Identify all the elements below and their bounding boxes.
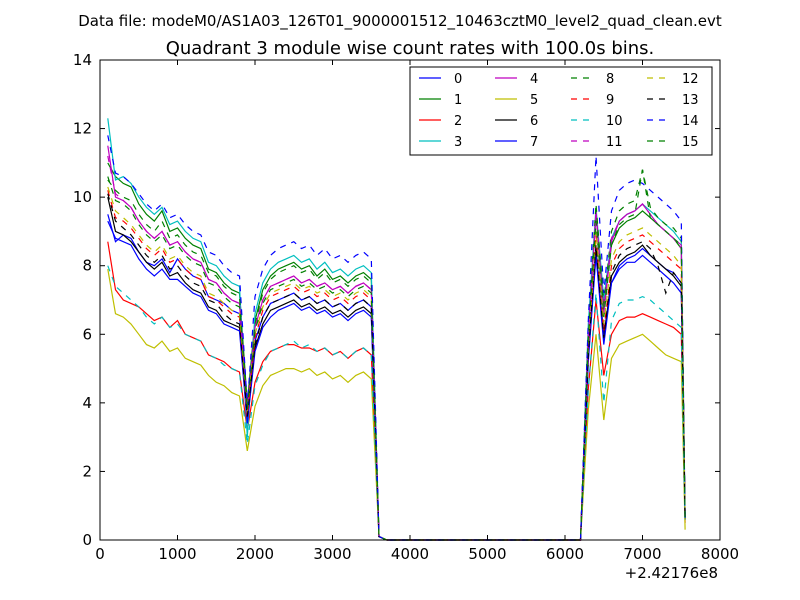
x-tick-labels: 0 1000 2000 3000 4000 5000 6000 7000 8000 bbox=[95, 545, 739, 563]
series-line-15 bbox=[107, 169, 686, 541]
x-offset-label: +2.42176e8 bbox=[625, 564, 718, 582]
series-line-14 bbox=[107, 135, 686, 541]
y-tick-label-7: 14 bbox=[73, 51, 92, 69]
legend-label-6: 6 bbox=[530, 114, 538, 129]
y-tick-label-0: 0 bbox=[82, 531, 92, 549]
x-tick-label-2: 2000 bbox=[236, 545, 274, 563]
y-tick-label-2: 4 bbox=[82, 394, 92, 412]
x-tick-label-7: 7000 bbox=[623, 545, 661, 563]
x-tick-label-0: 0 bbox=[95, 545, 105, 563]
series-line-13 bbox=[107, 193, 686, 541]
series-layer bbox=[107, 118, 686, 541]
legend-label-1: 1 bbox=[454, 93, 462, 108]
legend-label-7: 7 bbox=[530, 135, 538, 150]
legend-label-5: 5 bbox=[530, 93, 538, 108]
x-tick-label-5: 5000 bbox=[468, 545, 506, 563]
legend-label-12: 12 bbox=[682, 72, 699, 87]
legend-label-14: 14 bbox=[682, 114, 699, 129]
legend-label-13: 13 bbox=[682, 93, 699, 108]
y-tick-label-3: 6 bbox=[82, 325, 92, 343]
series-line-8 bbox=[107, 169, 686, 541]
series-line-10 bbox=[107, 265, 686, 541]
legend-label-10: 10 bbox=[606, 114, 623, 129]
x-tick-label-1: 1000 bbox=[158, 545, 196, 563]
x-tick-label-4: 4000 bbox=[391, 545, 429, 563]
y-tick-label-6: 12 bbox=[73, 120, 92, 138]
legend-label-4: 4 bbox=[530, 72, 538, 87]
legend-frame bbox=[409, 66, 713, 156]
y-tick-label-4: 8 bbox=[82, 257, 92, 275]
ticks-layer bbox=[99, 59, 721, 541]
legend-label-0: 0 bbox=[454, 72, 462, 87]
series-line-4 bbox=[107, 145, 686, 541]
x-tick-label-3: 3000 bbox=[313, 545, 351, 563]
legend-label-3: 3 bbox=[454, 135, 462, 150]
legend-label-11: 11 bbox=[606, 135, 623, 150]
legend-label-9: 9 bbox=[606, 93, 614, 108]
legend-label-15: 15 bbox=[682, 135, 699, 150]
y-tick-labels: 0 2 4 6 8 10 12 14 bbox=[73, 51, 92, 549]
series-line-5 bbox=[107, 268, 686, 541]
series-line-11 bbox=[107, 155, 686, 541]
x-tick-label-8: 8000 bbox=[701, 545, 739, 563]
legend-label-8: 8 bbox=[606, 72, 614, 87]
legend-label-2: 2 bbox=[454, 114, 462, 129]
series-line-1 bbox=[107, 162, 686, 541]
y-tick-label-1: 2 bbox=[82, 462, 92, 480]
x-tick-label-6: 6000 bbox=[546, 545, 584, 563]
chart-supertitle: Data file: modeM0/AS1A03_126T01_90000015… bbox=[78, 12, 722, 31]
y-tick-label-5: 10 bbox=[73, 188, 92, 206]
series-line-7 bbox=[107, 220, 686, 541]
chart-title: Quadrant 3 module wise count rates with … bbox=[166, 38, 655, 59]
